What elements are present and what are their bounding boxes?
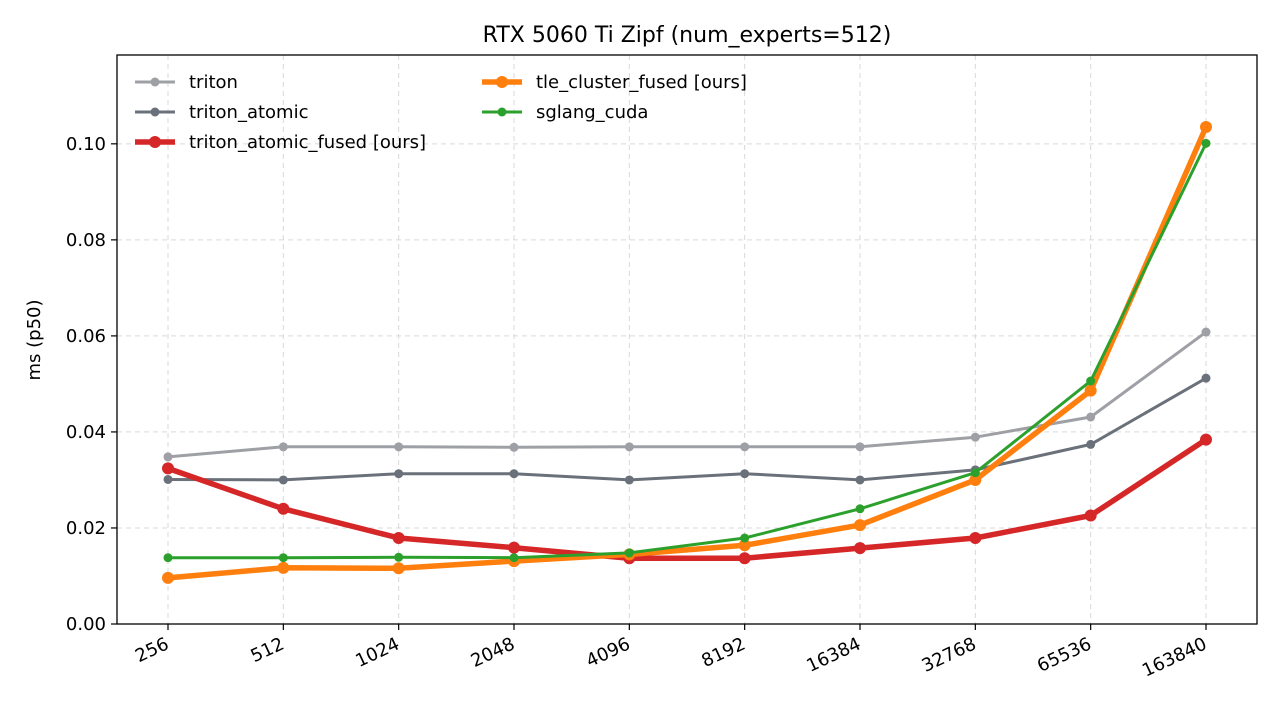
series-line [166, 376, 1208, 482]
data-point [624, 442, 634, 452]
data-point [1201, 373, 1211, 383]
data-point [970, 468, 980, 478]
data-point [970, 432, 980, 442]
legend-label: triton_atomic_fused [ours] [189, 132, 426, 153]
legend-swatch-marker [150, 77, 160, 87]
data-point [508, 541, 520, 554]
y-tick-label: 0.02 [66, 518, 106, 539]
legend-swatch-marker [150, 107, 160, 117]
legend-label: triton_atomic [189, 102, 308, 123]
y-axis-label: ms (p50) [24, 299, 45, 380]
data-point [1086, 412, 1096, 422]
series-line [166, 141, 1208, 560]
legend-item: triton [135, 72, 238, 93]
chart-title: RTX 5060 Ti Zipf (num_experts=512) [483, 23, 892, 48]
data-point [969, 532, 982, 545]
legend-label: tle_cluster_fused [ours] [536, 72, 747, 93]
data-point [1086, 439, 1096, 449]
data-point [738, 552, 751, 565]
data-point [277, 561, 290, 574]
grid-layer [117, 55, 1257, 625]
series-sglang-cuda [163, 138, 1211, 563]
data-point [1201, 138, 1211, 148]
legend-label: sglang_cuda [536, 102, 648, 123]
data-point [163, 553, 173, 563]
legend-item: triton_atomic [135, 102, 308, 123]
data-point [1201, 327, 1211, 337]
legend-item: tle_cluster_fused [ours] [482, 72, 747, 93]
y-tick-label: 0.10 [66, 134, 106, 155]
data-point [394, 552, 404, 562]
legend-label: triton [189, 72, 238, 93]
data-point [163, 474, 173, 484]
data-point [854, 519, 866, 532]
data-point [392, 532, 405, 545]
data-point [1084, 509, 1097, 522]
legend-item: triton_atomic_fused [ours] [135, 132, 426, 153]
data-point [855, 442, 865, 452]
y-tick-label: 0.08 [66, 230, 106, 251]
data-point [738, 539, 751, 552]
legend-swatch-marker [149, 136, 161, 148]
data-point [509, 442, 519, 452]
legend: triton triton_atomic triton_atomic_fused [… [135, 72, 747, 153]
data-point [969, 473, 982, 486]
data-point [1084, 384, 1097, 397]
y-tick-label: 0.06 [66, 326, 106, 347]
data-point [854, 542, 866, 555]
data-point [278, 475, 288, 485]
data-point [394, 442, 404, 452]
data-point [509, 469, 519, 479]
data-point [855, 504, 865, 514]
data-point [855, 475, 865, 485]
series-line [165, 436, 1209, 561]
data-point [278, 553, 288, 563]
series-layer [162, 121, 1212, 584]
legend-swatch-marker [496, 76, 508, 88]
data-point [162, 462, 174, 475]
series-line [165, 124, 1209, 581]
data-point [277, 502, 290, 515]
data-point [624, 475, 634, 485]
data-point [1086, 376, 1096, 386]
data-point [278, 442, 288, 452]
data-point [163, 452, 173, 462]
data-point [509, 553, 519, 563]
data-point [1200, 433, 1212, 446]
data-point [624, 548, 634, 558]
series-triton-atomic [163, 373, 1211, 485]
data-point [392, 562, 405, 575]
legend-swatch-marker [497, 107, 507, 117]
series-tle-cluster-fused-ours [162, 121, 1212, 584]
y-tick-label: 0.00 [66, 614, 106, 635]
data-point [394, 469, 404, 479]
data-point [1200, 121, 1212, 134]
data-point [740, 533, 750, 543]
y-tick-label: 0.04 [66, 422, 106, 443]
data-point [740, 442, 750, 452]
data-point [162, 571, 174, 584]
legend-item: sglang_cuda [482, 102, 648, 123]
data-point [740, 469, 750, 479]
plot-frame [116, 54, 1258, 625]
